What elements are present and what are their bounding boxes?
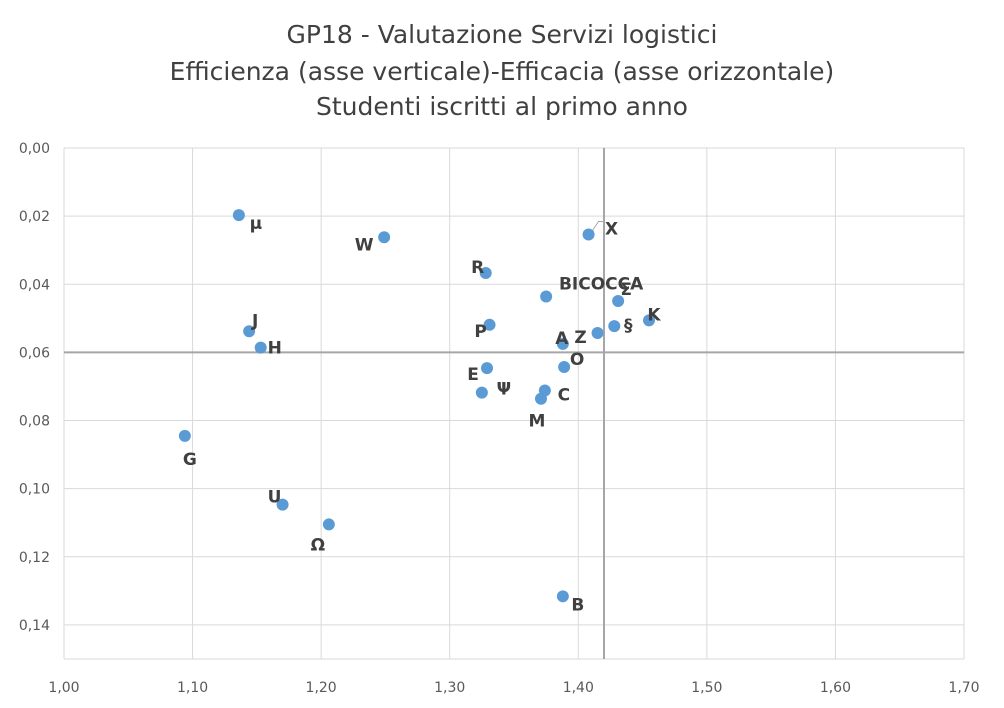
data-label: J (251, 311, 258, 331)
data-point (243, 325, 256, 338)
data-label: BICOCCA (559, 275, 644, 295)
data-points (178, 209, 655, 603)
x-tick-label: 1,70 (948, 680, 979, 696)
y-tick-label: 0,14 (19, 618, 50, 634)
data-point (556, 590, 569, 603)
data-label: C (558, 386, 570, 406)
chart-title-line-1: GP18 - Valutazione Servizi logistici (286, 20, 718, 49)
y-tick-label: 0,12 (19, 550, 50, 566)
data-point (475, 386, 488, 399)
data-label: H (268, 339, 282, 359)
data-point (556, 337, 569, 350)
data-label: A (555, 329, 569, 349)
data-point (540, 290, 553, 303)
data-label: µ (250, 214, 263, 234)
x-tick-label: 1,60 (820, 680, 851, 696)
data-label: K (647, 305, 661, 325)
data-label: G (183, 450, 197, 470)
x-tick-label: 1,20 (306, 680, 337, 696)
data-point (322, 518, 335, 531)
data-label: R (471, 258, 484, 278)
data-point (378, 231, 391, 244)
chart-title-line-3: Studenti iscritti al primo anno (316, 92, 688, 121)
data-point (591, 326, 604, 339)
reference-lines (64, 148, 964, 659)
data-label: O (570, 350, 584, 370)
chart-title-line-2: Efficienza (asse verticale)-Efficacia (a… (169, 57, 835, 86)
data-label: B (571, 595, 584, 615)
x-tick-label: 1,30 (434, 680, 465, 696)
data-label: M (529, 412, 546, 432)
y-tick-label: 0,02 (19, 209, 50, 225)
y-tick-label: 0,04 (19, 277, 50, 293)
y-tick-label: 0,10 (19, 482, 50, 498)
data-label: W (355, 235, 374, 255)
data-label: Z (574, 328, 586, 348)
data-point (232, 209, 245, 222)
data-label: U (268, 488, 282, 508)
data-label: Σ (620, 280, 632, 300)
leader-line (592, 221, 604, 231)
data-point (535, 392, 547, 405)
data-point (479, 267, 492, 280)
data-point (276, 498, 289, 511)
data-point (608, 320, 621, 333)
data-label: Ψ (497, 380, 511, 400)
data-point (558, 361, 571, 374)
data-point (612, 294, 625, 307)
data-point (481, 362, 493, 375)
grid-layer (63, 147, 965, 660)
y-tick-label: 0,00 (19, 141, 50, 157)
x-tick-label: 1,40 (563, 680, 594, 696)
data-point (254, 341, 267, 354)
data-label: Ω (311, 535, 325, 555)
x-tick-label: 1,10 (177, 680, 208, 696)
y-tick-label: 0,06 (19, 345, 50, 361)
x-tick-label: 1,00 (48, 680, 79, 696)
x-tick-label: 1,50 (691, 680, 722, 696)
data-label: § (624, 316, 633, 336)
data-label: X (605, 220, 618, 240)
data-point (643, 314, 655, 327)
y-tick-label: 0,08 (19, 414, 50, 430)
leader-lines (592, 221, 604, 231)
data-point (582, 228, 595, 241)
data-label: E (467, 365, 479, 385)
data-point (483, 318, 496, 331)
data-label: P (474, 322, 486, 342)
data-point (178, 429, 191, 442)
axis-layer: 1,00 1,10 1,20 1,30 1,40 1,50 1,60 1,70 0,00 0,02… (19, 141, 980, 696)
